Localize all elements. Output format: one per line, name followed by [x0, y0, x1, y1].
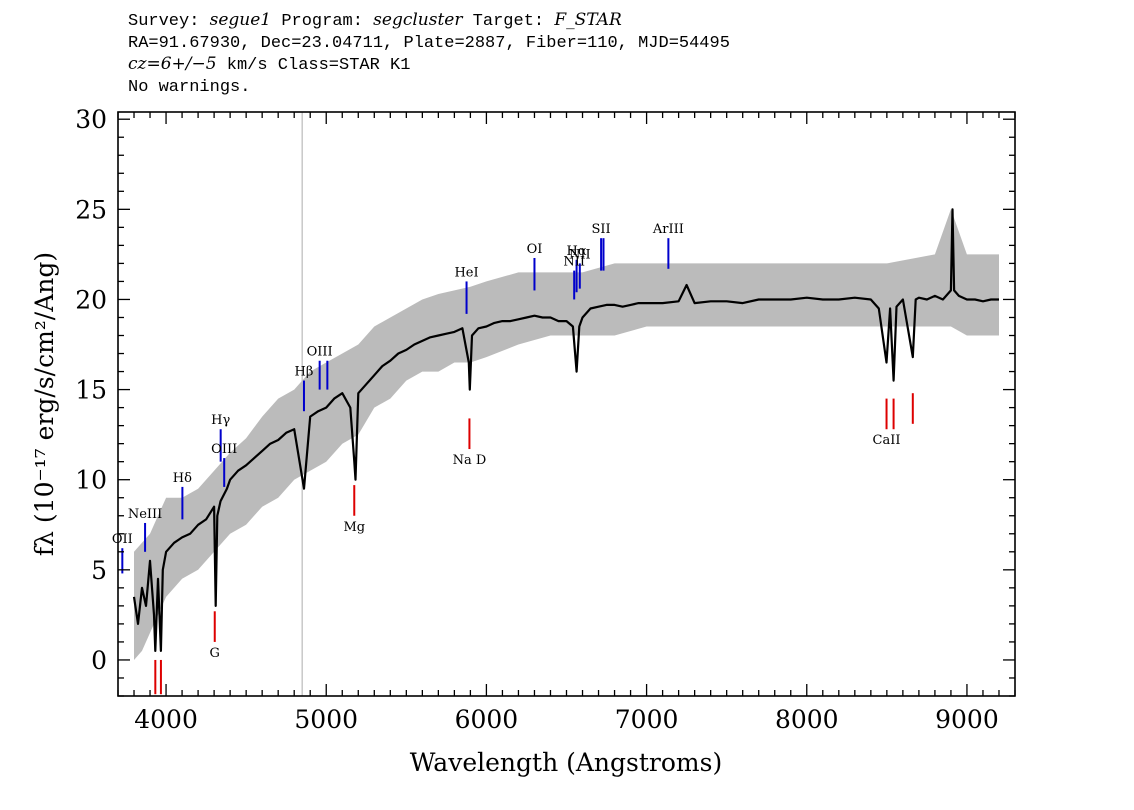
emission-line-label: SII — [592, 222, 611, 237]
x-tick-label: 5000 — [294, 705, 358, 734]
emission-line-label: NII — [563, 255, 585, 270]
emission-line-label: OII — [112, 532, 133, 547]
class-text: km/s Class=STAR K1 — [216, 56, 411, 75]
x-tick-label: 9000 — [935, 705, 999, 734]
header-line-2: RA=91.67930, Dec=23.04711, Plate=2887, F… — [128, 33, 730, 53]
plot-frame — [117, 111, 1016, 697]
emission-line-label: OIII — [307, 345, 333, 360]
y-tick-label: 20 — [75, 285, 107, 314]
header-line-1: Survey: segue1 Program: segcluster Targe… — [128, 10, 730, 33]
target-value: F_STAR — [554, 10, 622, 30]
absorption-line-label: G — [210, 646, 220, 661]
absorption-line-label: Na D — [453, 453, 487, 468]
header-line-3: cz=6+/−5 km/s Class=STAR K1 — [128, 54, 730, 77]
emission-line-label: ArIII — [652, 222, 684, 237]
y-axis-title: fλ (10⁻¹⁷ erg/s/cm²/Ang) — [30, 252, 59, 556]
y-tick-label: 10 — [75, 466, 107, 495]
emission-line-label: Hγ — [211, 413, 230, 428]
emission-line-label: OI — [527, 242, 543, 257]
y-tick-label: 5 — [91, 556, 107, 585]
emission-line-label: Hα — [567, 244, 587, 259]
emission-line-label: Hβ — [295, 365, 314, 380]
header-line-4: No warnings. — [128, 77, 251, 97]
survey-value: segue1 — [209, 10, 272, 30]
x-axis-title: Wavelength (Angstroms) — [410, 748, 722, 777]
redshift-value: cz=6+/−5 — [128, 54, 217, 74]
tick-layer: 4000 5000 6000 7000 8000 9000 0 5 10 15 20 25 30 — [75, 105, 1016, 734]
emission-line-label: NeIII — [128, 507, 162, 522]
spectrum-header: Survey: segue1 Program: segcluster Targe… — [128, 10, 730, 98]
emission-line-label: HeI — [454, 265, 478, 280]
y-tick-label: 15 — [75, 376, 107, 405]
x-tick-label: 6000 — [455, 705, 519, 734]
flux-line — [132, 208, 999, 653]
y-tick-label: 0 — [91, 646, 107, 675]
absorption-line-label: CaII — [873, 433, 901, 448]
survey-key: Survey: — [128, 12, 210, 31]
program-value: segcluster — [373, 10, 463, 30]
absorption-line-label: Mg — [343, 520, 365, 535]
plot-layer — [121, 112, 999, 696]
y-tick-label: 30 — [75, 105, 107, 134]
y-tick-label: 25 — [75, 195, 107, 224]
error-envelope — [134, 209, 999, 661]
x-tick-label: 8000 — [775, 705, 839, 734]
emission-line-label: OIII — [211, 442, 237, 457]
emission-line-label: Hδ — [173, 471, 192, 486]
emission-line-label: NII — [569, 247, 591, 262]
x-tick-label: 7000 — [615, 705, 679, 734]
x-tick-label: 4000 — [134, 705, 198, 734]
program-key: Program: — [271, 12, 374, 31]
target-key: Target: — [462, 12, 555, 31]
